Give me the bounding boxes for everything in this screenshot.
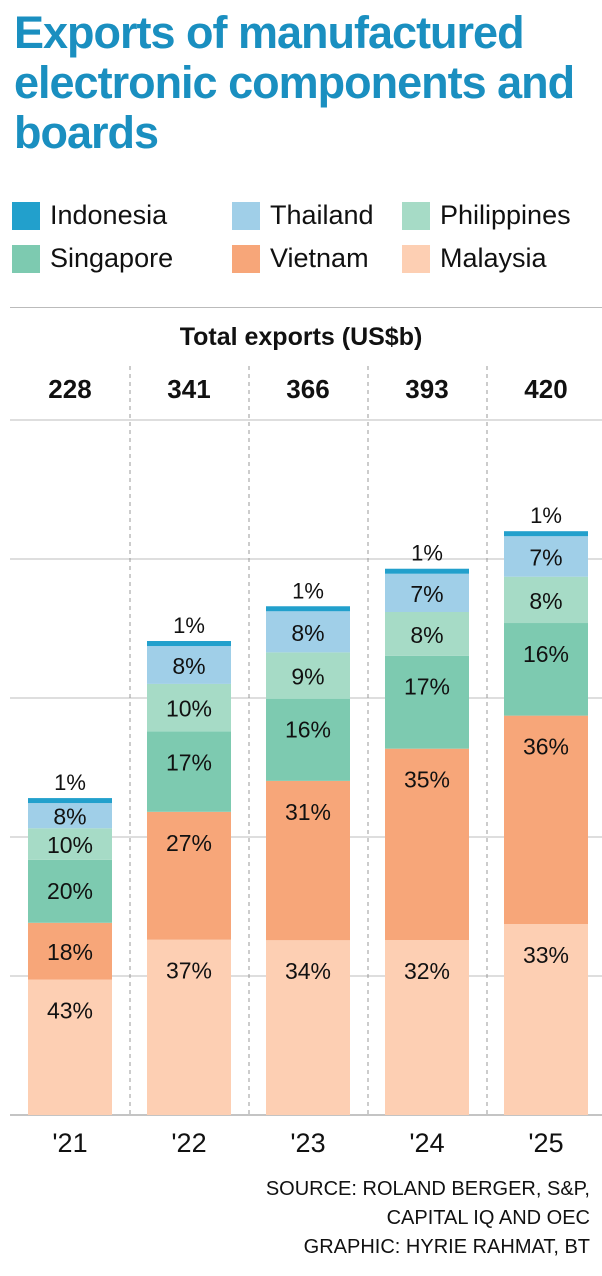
legend-swatch [402,201,430,230]
data-label: 20% [47,878,93,904]
bar-segment-indonesia [385,568,469,574]
source-note: SOURCE: ROLAND BERGER, S&P, CAPITAL IQ A… [266,1175,590,1262]
x-tick-label: '23 [290,1128,325,1158]
data-label: 10% [166,696,212,722]
source-line: CAPITAL IQ AND OEC [386,1207,590,1229]
data-label: 35% [404,767,450,793]
data-label: 8% [53,804,86,830]
bar-segment-vietnam [385,748,469,941]
data-label: 17% [404,674,450,700]
bar-segment-singapore [504,623,588,716]
legend-swatch [12,201,40,230]
data-label: 10% [47,832,93,858]
bar-segment-vietnam [147,811,231,940]
bar-segment-singapore [385,655,469,749]
total-label: 228 [48,374,91,404]
legend-swatch [12,244,40,273]
bar-segment-philippines [28,828,112,860]
data-label: 16% [523,641,569,667]
data-label: 43% [47,998,93,1024]
bar-segment-malaysia [147,939,231,1115]
total-label: 420 [524,374,567,404]
data-label: 27% [166,830,212,856]
data-label: 8% [529,588,562,614]
data-label: 36% [523,734,569,760]
x-tick-label: '22 [171,1128,206,1158]
legend-item-philippines: Philippines [402,200,571,231]
data-label: 7% [410,581,443,607]
bar-segment-singapore [28,859,112,923]
legend-label: Vietnam [270,243,369,273]
bar-segment-thailand [28,803,112,829]
data-label: 1% [173,613,205,638]
x-tick-label: '24 [409,1128,444,1158]
bar-segment-indonesia [28,798,112,804]
bar-segment-malaysia [385,940,469,1115]
total-label: 341 [167,374,210,404]
legend-swatch [232,201,260,230]
data-label: 7% [529,544,562,570]
data-label: 33% [523,942,569,968]
data-label: 1% [54,770,86,795]
data-label: 18% [47,939,93,965]
total-label: 393 [405,374,448,404]
bar-segment-thailand [385,573,469,613]
divider [10,307,602,308]
data-label: 1% [530,503,562,528]
x-tick-label: '25 [528,1128,563,1158]
data-label: 31% [285,799,331,825]
legend-item-singapore: Singapore [12,243,173,274]
legend-label: Singapore [50,243,174,273]
bar-segment-philippines [504,576,588,624]
credit-line: GRAPHIC: HYRIE RAHMAT, BT [303,1236,590,1258]
legend-label: Malaysia [440,243,547,273]
bar-segment-malaysia [504,923,588,1115]
bar-segment-singapore [266,698,350,781]
data-label: 17% [166,749,212,775]
data-label: 37% [166,958,212,984]
data-label: 32% [404,958,450,984]
data-label: 1% [411,541,443,566]
data-label: 8% [291,620,324,646]
bar-segment-malaysia [266,940,350,1115]
bar-segment-philippines [266,652,350,699]
legend-item-thailand: Thailand [232,200,374,231]
bar-segment-philippines [147,683,231,732]
legend-label: Philippines [440,200,571,230]
data-label: 8% [172,653,205,679]
legend-item-malaysia: Malaysia [402,243,547,274]
legend-label: Thailand [270,200,374,230]
x-tick-label: '21 [52,1128,87,1158]
bar-segment-thailand [266,611,350,653]
bar-segment-vietnam [28,922,112,980]
source-line: SOURCE: ROLAND BERGER, S&P, [265,1178,590,1200]
legend-item-indonesia: Indonesia [12,200,167,231]
data-label: 9% [291,664,324,690]
chart-title: Exports of manufactured electronic compo… [14,7,575,158]
data-label: 8% [410,622,443,648]
bar-segment-indonesia [504,531,588,537]
bar-segment-indonesia [266,606,350,612]
legend-item-vietnam: Vietnam [232,243,369,274]
data-label: 34% [285,958,331,984]
bar-segment-malaysia [28,979,112,1115]
total-label: 366 [286,374,329,404]
legend-swatch [232,244,260,273]
data-label: 16% [285,717,331,743]
legend-label: Indonesia [50,200,168,230]
bar-segment-vietnam [266,780,350,941]
bar-segment-singapore [147,731,231,812]
legend-swatch [402,244,430,273]
data-label: 1% [292,578,324,603]
bar-segment-thailand [504,536,588,577]
chart-subtitle: Total exports (US$b) [179,323,423,351]
bar-segment-vietnam [504,715,588,924]
bar-segment-philippines [385,612,469,656]
bar-segment-indonesia [147,641,231,647]
bar-segment-thailand [147,646,231,684]
